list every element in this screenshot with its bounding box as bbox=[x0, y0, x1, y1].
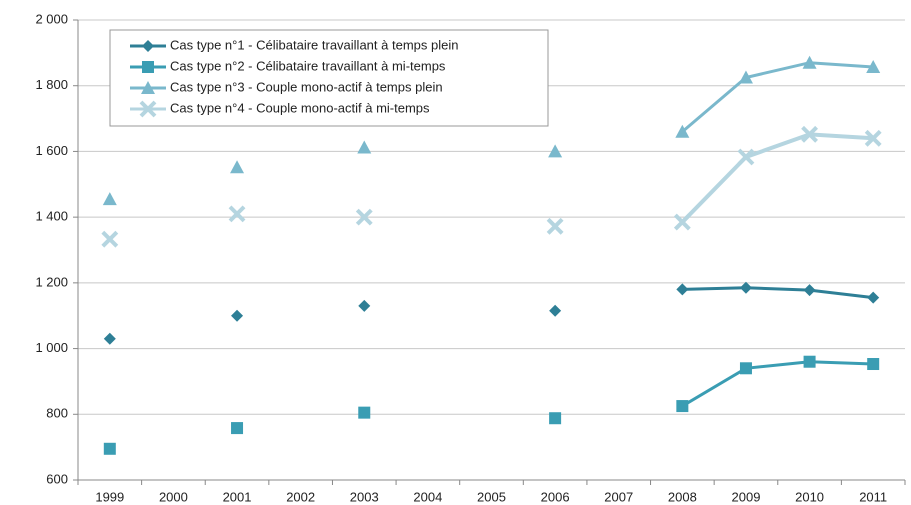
legend-box bbox=[109, 29, 549, 127]
marker bbox=[141, 81, 155, 94]
x-tick-label: 2003 bbox=[350, 489, 379, 504]
marker bbox=[142, 61, 154, 73]
marker bbox=[231, 422, 244, 435]
marker bbox=[867, 358, 880, 371]
y-tick-label: 800 bbox=[46, 406, 68, 421]
marker bbox=[802, 55, 817, 69]
x-tick-label: 2005 bbox=[477, 489, 506, 504]
y-tick-label: 1 200 bbox=[35, 274, 68, 289]
marker bbox=[548, 144, 563, 158]
series-line bbox=[681, 360, 874, 408]
x-tick-label: 1999 bbox=[95, 489, 124, 504]
series-line bbox=[682, 286, 874, 300]
legend-label: Cas type n°3 - Couple mono-actif à temps… bbox=[170, 79, 443, 94]
marker bbox=[142, 40, 154, 52]
marker bbox=[864, 129, 882, 147]
legend-label: Cas type n°1 - Célibataire travaillant à… bbox=[170, 37, 458, 52]
marker bbox=[231, 309, 244, 322]
x-tick-label: 2002 bbox=[286, 489, 315, 504]
y-tick-label: 600 bbox=[46, 471, 68, 486]
marker bbox=[139, 100, 157, 118]
x-tick-label: 2009 bbox=[732, 489, 761, 504]
y-tick-label: 1 600 bbox=[35, 143, 68, 158]
marker bbox=[866, 59, 881, 73]
marker bbox=[355, 208, 373, 226]
series-line bbox=[680, 132, 874, 224]
x-tick-label: 2007 bbox=[604, 489, 633, 504]
x-tick-label: 2004 bbox=[413, 489, 442, 504]
marker bbox=[546, 217, 564, 235]
marker bbox=[867, 291, 880, 304]
x-tick-label: 2006 bbox=[541, 489, 570, 504]
marker bbox=[228, 205, 246, 223]
marker bbox=[549, 304, 562, 317]
series-line bbox=[681, 61, 874, 133]
marker bbox=[673, 213, 691, 231]
marker bbox=[801, 125, 818, 143]
marker bbox=[676, 283, 689, 296]
marker bbox=[739, 281, 752, 294]
x-tick-label: 2001 bbox=[223, 489, 252, 504]
y-tick-label: 1 400 bbox=[35, 209, 68, 224]
marker bbox=[675, 124, 690, 138]
x-tick-label: 2010 bbox=[795, 489, 824, 504]
legend-label: Cas type n°4 - Couple mono-actif à mi-te… bbox=[170, 100, 430, 115]
marker bbox=[358, 406, 371, 419]
x-tick-label: 2000 bbox=[159, 489, 188, 504]
marker bbox=[101, 230, 119, 248]
marker bbox=[103, 442, 116, 455]
marker bbox=[803, 355, 816, 368]
marker bbox=[102, 192, 117, 206]
y-tick-label: 1 000 bbox=[35, 340, 68, 355]
y-tick-label: 1 800 bbox=[35, 77, 68, 92]
marker bbox=[357, 140, 372, 154]
legend-label: Cas type n°2 - Célibataire travaillant à… bbox=[170, 58, 446, 73]
marker bbox=[358, 299, 371, 312]
marker bbox=[676, 400, 689, 413]
marker bbox=[738, 70, 753, 84]
marker bbox=[549, 412, 562, 425]
marker bbox=[230, 160, 245, 174]
marker bbox=[103, 332, 116, 345]
x-tick-label: 2008 bbox=[668, 489, 697, 504]
marker bbox=[737, 148, 755, 166]
marker bbox=[739, 362, 752, 375]
x-tick-label: 2011 bbox=[859, 489, 887, 504]
y-tick-label: 2 000 bbox=[35, 11, 68, 26]
marker bbox=[803, 284, 816, 297]
